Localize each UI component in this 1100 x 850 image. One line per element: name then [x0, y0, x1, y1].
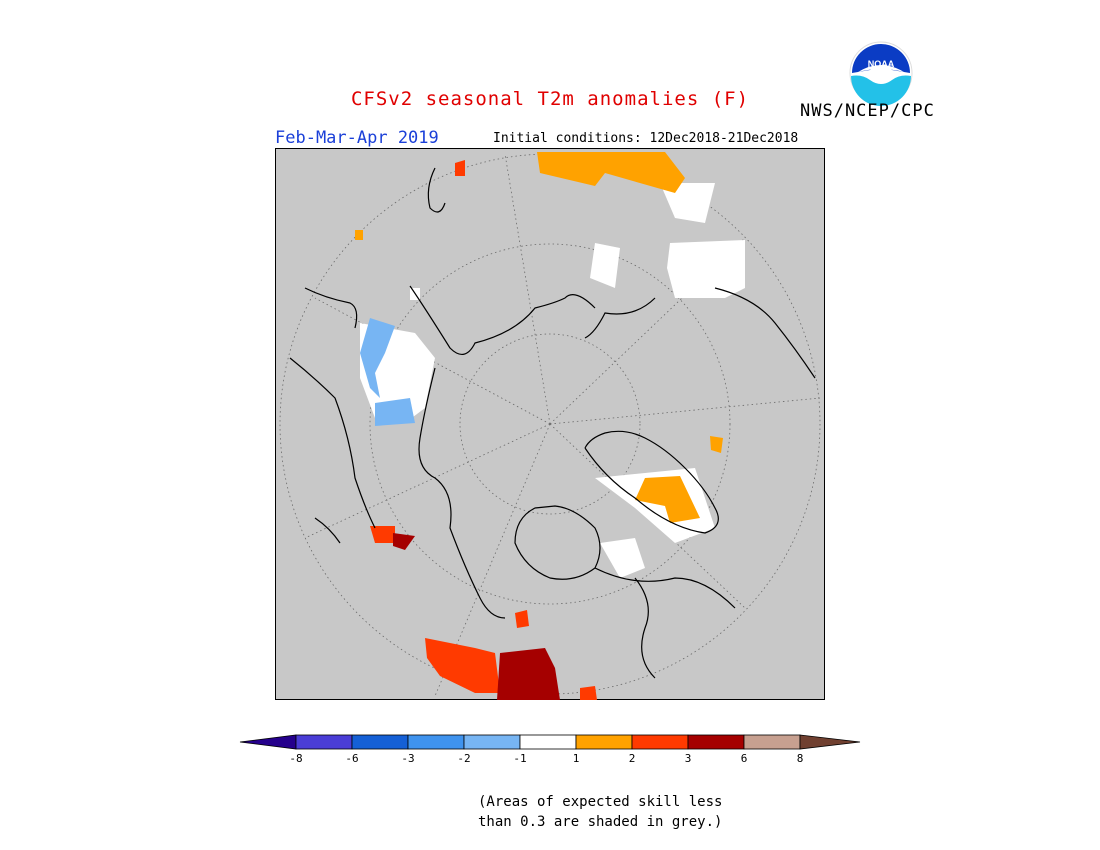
colorbar-label: 6 [740, 752, 748, 765]
anomaly-red-regions [370, 160, 597, 700]
colorbar-label: -1 [513, 752, 527, 765]
colorbar-label: 1 [572, 752, 580, 765]
colorbar-label: 2 [628, 752, 636, 765]
colorbar-swatch [407, 734, 465, 750]
colorbar-swatch [743, 734, 801, 750]
anomaly-lightblue-regions [360, 318, 415, 426]
colorbar-label: 3 [684, 752, 692, 765]
colorbar-swatch [463, 734, 521, 750]
footnote-line1: (Areas of expected skill less [478, 794, 723, 810]
footnote-line2: than 0.3 are shaded in grey.) [478, 814, 723, 830]
colorbar-label: -6 [345, 752, 359, 765]
initial-conditions-label: Initial conditions: 12Dec2018-21Dec2018 [493, 131, 799, 146]
colorbar-labels: -8 -6 -3 -2 -1 1 2 3 6 8 [238, 752, 864, 768]
period-label: Feb-Mar-Apr 2019 [275, 128, 439, 148]
org-label: NWS/NCEP/CPC [800, 101, 935, 121]
colorbar-swatch [687, 734, 745, 750]
colorbar-label: -3 [401, 752, 415, 765]
chart-title: CFSv2 seasonal T2m anomalies (F) [350, 88, 750, 110]
footnote: (Areas of expected skill less than 0.3 a… [478, 792, 722, 832]
colorbar-arrow-right [799, 734, 861, 750]
colorbar-label: -8 [289, 752, 303, 765]
colorbar-swatch [519, 734, 577, 750]
noaa-logo-icon: NOAA [849, 41, 913, 106]
anomaly-orange-regions [355, 152, 723, 523]
colorbar [239, 734, 861, 750]
coastlines [289, 167, 816, 679]
anomaly-darkred-regions [393, 533, 560, 700]
colorbar-label: 8 [796, 752, 804, 765]
colorbar-swatch [351, 734, 409, 750]
colorbar-arrow-left [239, 734, 297, 750]
colorbar-swatch [295, 734, 353, 750]
colorbar-swatch [631, 734, 689, 750]
polar-map [275, 148, 825, 700]
logo-text: NOAA [868, 59, 895, 69]
colorbar-swatch [575, 734, 633, 750]
colorbar-label: -2 [457, 752, 471, 765]
